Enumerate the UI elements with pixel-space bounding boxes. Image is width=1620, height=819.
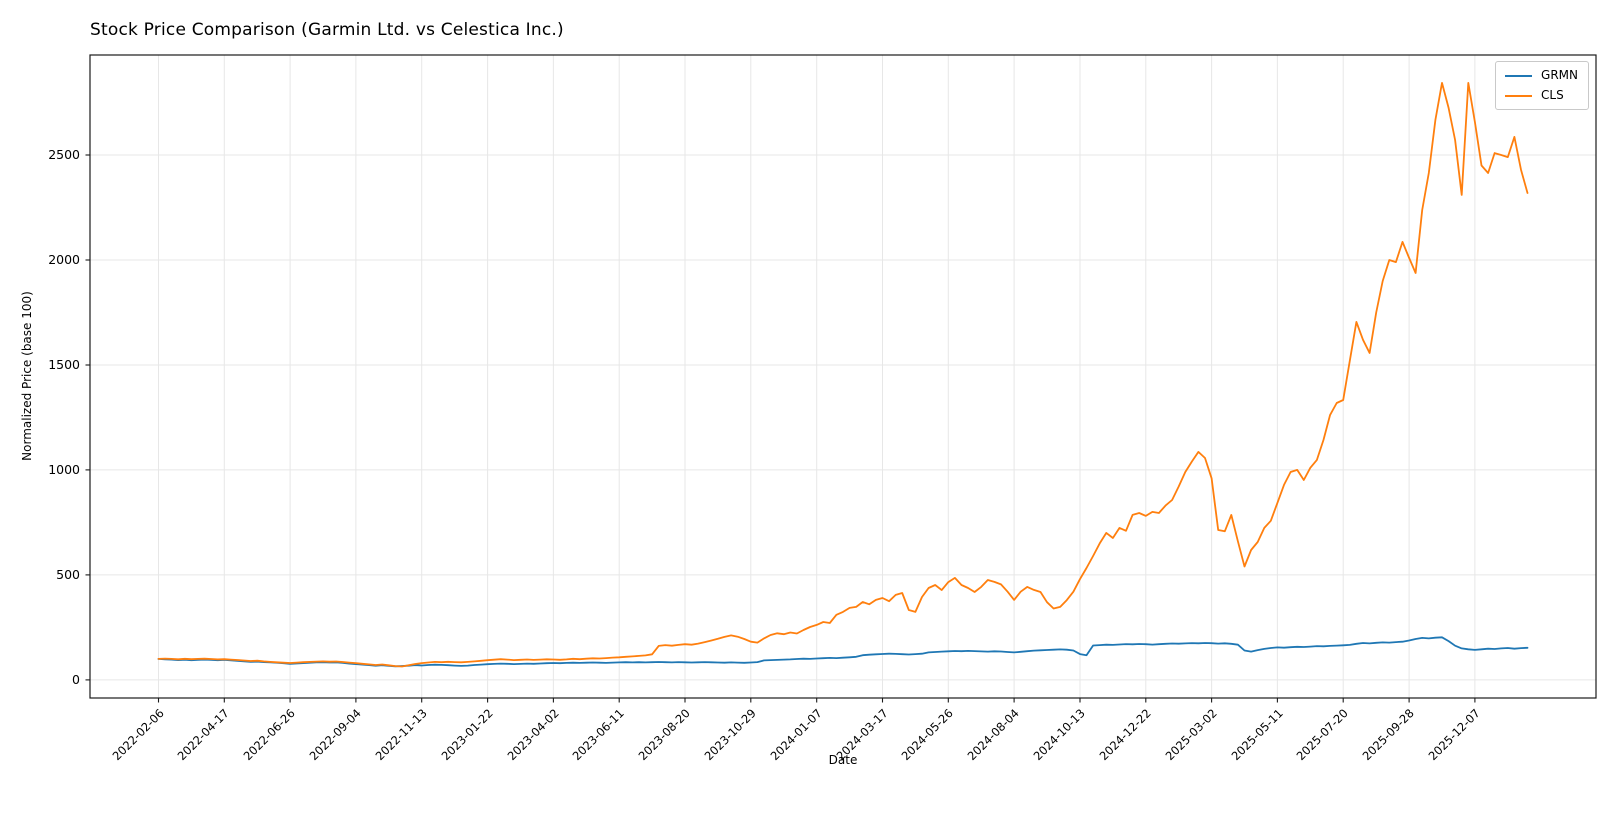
legend-line-swatch-grmn-icon [1505,74,1533,77]
plot-border [89,54,1597,699]
series-line-cls [157,82,1529,668]
y-tick-label: 2500 [48,146,80,162]
legend-line-swatch-cls-icon [1505,94,1533,97]
x-axis-label: Date [828,753,858,767]
chart-title: Stock Price Comparison (Garmin Ltd. vs C… [90,20,564,40]
legend-label-cls: CLS [1541,88,1564,102]
series-line-grmn [157,636,1529,668]
legend-label-grmn: GRMN [1541,68,1578,82]
legend-item-cls: CLS [1505,89,1578,102]
y-tick-label: 0 [72,671,80,687]
legend: GRMN CLS [1495,61,1589,110]
y-tick-label: 1000 [48,461,80,477]
y-tick-label: 500 [56,566,80,582]
legend-item-grmn: GRMN [1505,69,1578,82]
y-tick-label: 2000 [48,251,80,267]
y-tick-label: 1500 [48,356,80,372]
